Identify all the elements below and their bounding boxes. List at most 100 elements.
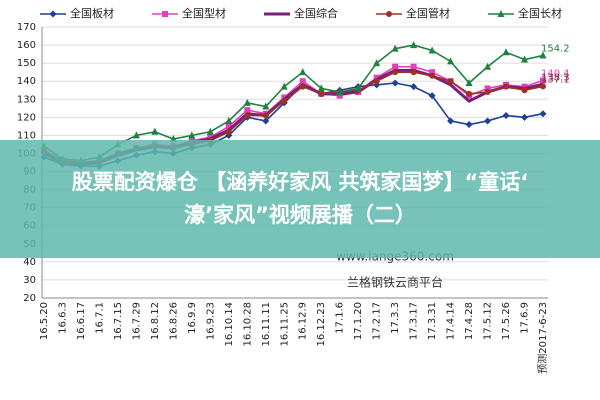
marker xyxy=(386,11,392,17)
marker xyxy=(262,112,269,119)
marker xyxy=(225,116,233,124)
marker xyxy=(281,98,288,105)
legend-label: 全国板材 xyxy=(70,6,114,20)
y-tick-label: 30 xyxy=(23,275,36,286)
x-tick-label: 17.4.14 xyxy=(446,302,457,340)
marker xyxy=(410,63,417,70)
marker xyxy=(225,128,232,135)
x-tick-label: 16.8.26 xyxy=(168,302,179,340)
legend-label: 全国型材 xyxy=(182,6,226,20)
marker xyxy=(502,112,510,120)
marker xyxy=(465,121,473,129)
marker xyxy=(299,68,307,76)
marker xyxy=(188,131,196,139)
x-tick-label: 17.4.28 xyxy=(464,302,475,340)
marker xyxy=(521,55,529,63)
x-tick-label: 17.5.12 xyxy=(483,302,494,340)
marker xyxy=(428,92,436,100)
marker xyxy=(465,79,473,87)
banner xyxy=(0,140,600,258)
marker xyxy=(373,78,380,85)
marker xyxy=(243,98,251,106)
x-tick-label: 17.5.26 xyxy=(501,302,512,340)
x-tick-label: 预测2017-6-23 xyxy=(536,302,549,374)
x-tick-label: 16.10.14 xyxy=(224,302,235,347)
y-tick-label: 150 xyxy=(17,58,36,69)
value-label: 154.2 xyxy=(541,44,570,55)
marker xyxy=(497,10,505,17)
marker xyxy=(429,69,436,76)
marker xyxy=(447,117,455,125)
value-label: 138.3 xyxy=(541,72,570,83)
marker xyxy=(539,51,547,59)
y-tick-label: 140 xyxy=(17,76,36,87)
x-tick-label: 17.3.17 xyxy=(409,302,420,340)
marker xyxy=(540,83,546,90)
marker xyxy=(373,59,381,67)
x-tick-label: 16.9.9 xyxy=(187,302,198,334)
marker xyxy=(484,89,491,96)
x-tick-label: 16.9.23 xyxy=(205,302,216,340)
marker xyxy=(484,117,492,125)
marker xyxy=(299,78,306,85)
marker xyxy=(429,72,436,79)
marker xyxy=(521,87,528,94)
marker xyxy=(410,41,418,49)
marker xyxy=(262,102,270,110)
marker xyxy=(521,113,529,121)
marker xyxy=(502,48,510,56)
marker xyxy=(318,90,325,97)
x-tick-label: 16.12.23 xyxy=(316,302,327,347)
series-line xyxy=(43,44,544,162)
marker xyxy=(410,69,417,76)
marker xyxy=(207,134,214,141)
marker xyxy=(392,63,399,70)
banner-line1: 股票配资爆仓 【涵养好家风 共筑家国梦】“童话‘ xyxy=(72,170,528,194)
marker xyxy=(392,69,399,76)
marker xyxy=(447,57,455,65)
marker xyxy=(244,112,251,119)
y-tick-label: 40 xyxy=(23,257,36,268)
marker xyxy=(336,88,344,96)
x-tick-label: 16.5.20 xyxy=(39,302,50,340)
y-tick-label: 20 xyxy=(23,293,36,304)
marker xyxy=(484,62,492,70)
marker xyxy=(225,123,232,130)
marker xyxy=(354,84,362,92)
marker xyxy=(132,131,140,139)
marker xyxy=(373,74,380,81)
x-tick-label: 17.6.9 xyxy=(520,302,531,334)
marker xyxy=(49,10,57,18)
marker xyxy=(206,127,214,135)
x-tick-label: 17.1.20 xyxy=(353,302,364,340)
x-tick-label: 17.2.17 xyxy=(372,302,383,340)
marker xyxy=(280,82,288,90)
legend-label: 全国管材 xyxy=(406,6,450,20)
x-tick-label: 17.1.6 xyxy=(335,302,346,334)
x-tick-label: 17.3.3 xyxy=(390,302,401,334)
marker xyxy=(503,83,510,90)
marker xyxy=(336,92,343,99)
x-tick-label: 17.3.31 xyxy=(427,302,438,340)
x-tick-label: 16.6.3 xyxy=(57,302,68,334)
marker xyxy=(521,83,528,90)
x-tick-label: 16.7.1 xyxy=(94,302,105,334)
x-tick-label: 16.10.28 xyxy=(242,302,253,347)
watermark-platform: 兰格钢铁云商平台 xyxy=(347,275,443,290)
x-tick-label: 16.11.11 xyxy=(261,302,272,347)
marker xyxy=(428,46,436,54)
legend-label: 全国长材 xyxy=(518,6,562,20)
marker xyxy=(410,83,418,91)
marker xyxy=(151,127,159,135)
x-tick-label: 16.8.12 xyxy=(150,302,161,340)
legend-label: 全国综合 xyxy=(294,6,338,20)
x-tick-label: 16.6.17 xyxy=(76,302,87,340)
y-tick-label: 130 xyxy=(17,94,36,105)
value-label: 137.1 xyxy=(541,74,570,85)
y-tick-label: 120 xyxy=(17,112,36,123)
x-tick-label: 16.7.29 xyxy=(131,302,142,340)
marker xyxy=(391,44,399,52)
marker xyxy=(262,117,270,125)
marker xyxy=(299,83,306,90)
